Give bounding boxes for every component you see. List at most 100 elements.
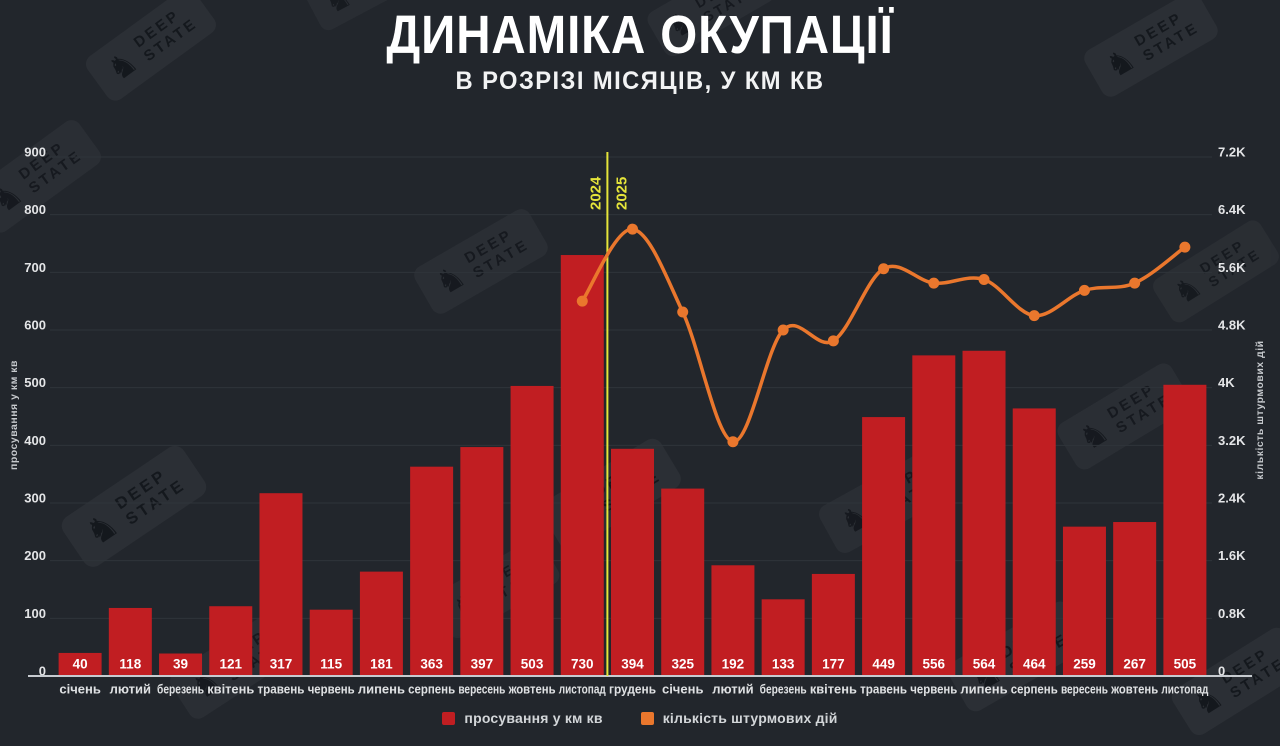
bar-value-label: 181 — [370, 657, 393, 672]
left-tick-label: 200 — [24, 548, 46, 563]
bar — [309, 609, 353, 676]
bar — [359, 571, 403, 676]
month-label: березень — [760, 682, 807, 697]
legend-swatch-assault-actions — [640, 711, 654, 725]
bar-value-label: 556 — [923, 657, 946, 672]
bar-value-label: 177 — [822, 657, 845, 672]
assault-actions-point — [1179, 241, 1191, 253]
month-label: жовтень — [508, 682, 556, 697]
assault-actions-point — [627, 223, 638, 235]
bar-value-label: 464 — [1023, 657, 1046, 672]
right-tick-label: 0 — [1218, 664, 1225, 679]
left-tick-label: 500 — [24, 375, 46, 390]
month-label: червень — [308, 682, 355, 697]
bar-value-label: 267 — [1123, 657, 1146, 672]
right-tick-label: 0.8K — [1218, 606, 1246, 621]
bar — [410, 466, 454, 676]
bar — [811, 573, 855, 676]
legend-label-assault-actions: кількість штурмових дій — [662, 710, 838, 726]
assault-actions-point — [727, 436, 739, 448]
right-tick-label: 3.2K — [1218, 433, 1246, 448]
left-tick-label: 700 — [24, 260, 46, 275]
bar-value-label: 317 — [270, 657, 293, 672]
bar — [711, 565, 755, 676]
assault-actions-point — [928, 277, 940, 289]
right-tick-label: 1.6K — [1218, 548, 1246, 563]
bar — [1113, 522, 1157, 676]
month-label: березень — [157, 682, 204, 697]
bar-value-label: 133 — [772, 657, 795, 672]
bar-value-label: 363 — [420, 657, 443, 672]
month-label: липень — [358, 682, 405, 697]
bar-value-label: 564 — [973, 657, 996, 672]
year-label-2025: 2025 — [613, 177, 630, 210]
bar — [661, 488, 705, 676]
page-subtitle: В РОЗРІЗІ МІСЯЦІВ, У КМ КВ — [455, 67, 825, 96]
bar — [108, 607, 152, 676]
right-tick-label: 6.4K — [1218, 202, 1246, 217]
header: ДИНАМІКА ОКУПАЦІЇ В РОЗРІЗІ МІСЯЦІВ, У К… — [0, 5, 1280, 96]
bar-value-label: 394 — [621, 657, 644, 672]
month-label: серпень — [408, 682, 455, 697]
assault-actions-point — [1129, 277, 1141, 289]
assault-actions-line — [580, 227, 1187, 444]
month-label: лютий — [712, 682, 753, 697]
legend-item-advance-km2: просування у км кв — [442, 710, 603, 726]
left-tick-label: 800 — [24, 202, 46, 217]
bar-value-label: 397 — [471, 657, 494, 672]
month-label: вересень — [458, 682, 505, 697]
month-label: серпень — [1011, 682, 1058, 697]
bar-value-label: 121 — [219, 657, 242, 672]
left-tick-label: 100 — [24, 606, 46, 621]
left-tick-label: 0 — [39, 664, 46, 679]
bar-value-label: 325 — [671, 657, 694, 672]
right-tick-label: 4K — [1218, 375, 1235, 390]
left-axis-title: просування у км кв — [8, 360, 20, 470]
bar — [159, 653, 203, 676]
bar — [1062, 526, 1106, 676]
bar — [1012, 408, 1056, 676]
assault-actions-point — [878, 263, 890, 275]
month-label: грудень — [609, 682, 656, 697]
left-tick-label: 600 — [24, 318, 46, 333]
assault-actions-point — [677, 306, 689, 318]
bar — [58, 652, 102, 676]
bar-value-label: 503 — [521, 657, 544, 672]
legend-label-advance-km2: просування у км кв — [464, 710, 603, 726]
month-label: січень — [59, 682, 100, 697]
month-label: липень — [960, 682, 1007, 697]
bar — [209, 606, 253, 676]
month-label: квітень — [810, 682, 857, 697]
assault-actions-point — [576, 295, 588, 307]
right-tick-label: 5.6K — [1218, 260, 1246, 275]
combo-chart: 0 100 200 300 400 500 600 700 800 900 0 0.8K 1.6K 2.4… — [8, 145, 1266, 697]
month-label: листопад — [559, 682, 607, 697]
bar-value-label: 505 — [1174, 657, 1197, 672]
chart-legend: просування у км кв кількість штурмових д… — [0, 710, 1280, 726]
bar — [259, 493, 303, 676]
left-tick-label: 400 — [24, 433, 46, 448]
assault-actions-point — [777, 324, 789, 336]
bar-value-label: 192 — [722, 657, 745, 672]
month-label: квітень — [207, 682, 254, 697]
legend-swatch-advance-km2 — [442, 711, 456, 725]
bar — [962, 350, 1006, 676]
bar — [510, 385, 554, 676]
bar — [460, 447, 504, 676]
left-tick-label: 300 — [24, 491, 46, 506]
right-tick-label: 7.2K — [1218, 145, 1246, 160]
bar — [761, 599, 805, 676]
month-label: вересень — [1061, 682, 1108, 697]
assault-actions-point — [1028, 310, 1040, 322]
bar — [912, 355, 956, 676]
month-label: жовтень — [1110, 682, 1158, 697]
bar — [560, 255, 604, 676]
legend-item-assault-actions: кількість штурмових дій — [640, 710, 838, 726]
month-label: червень — [910, 682, 957, 697]
bar — [862, 417, 906, 676]
year-label-2024: 2024 — [587, 176, 604, 210]
bar-value-label: 730 — [571, 657, 594, 672]
bar-value-label: 118 — [119, 657, 141, 672]
